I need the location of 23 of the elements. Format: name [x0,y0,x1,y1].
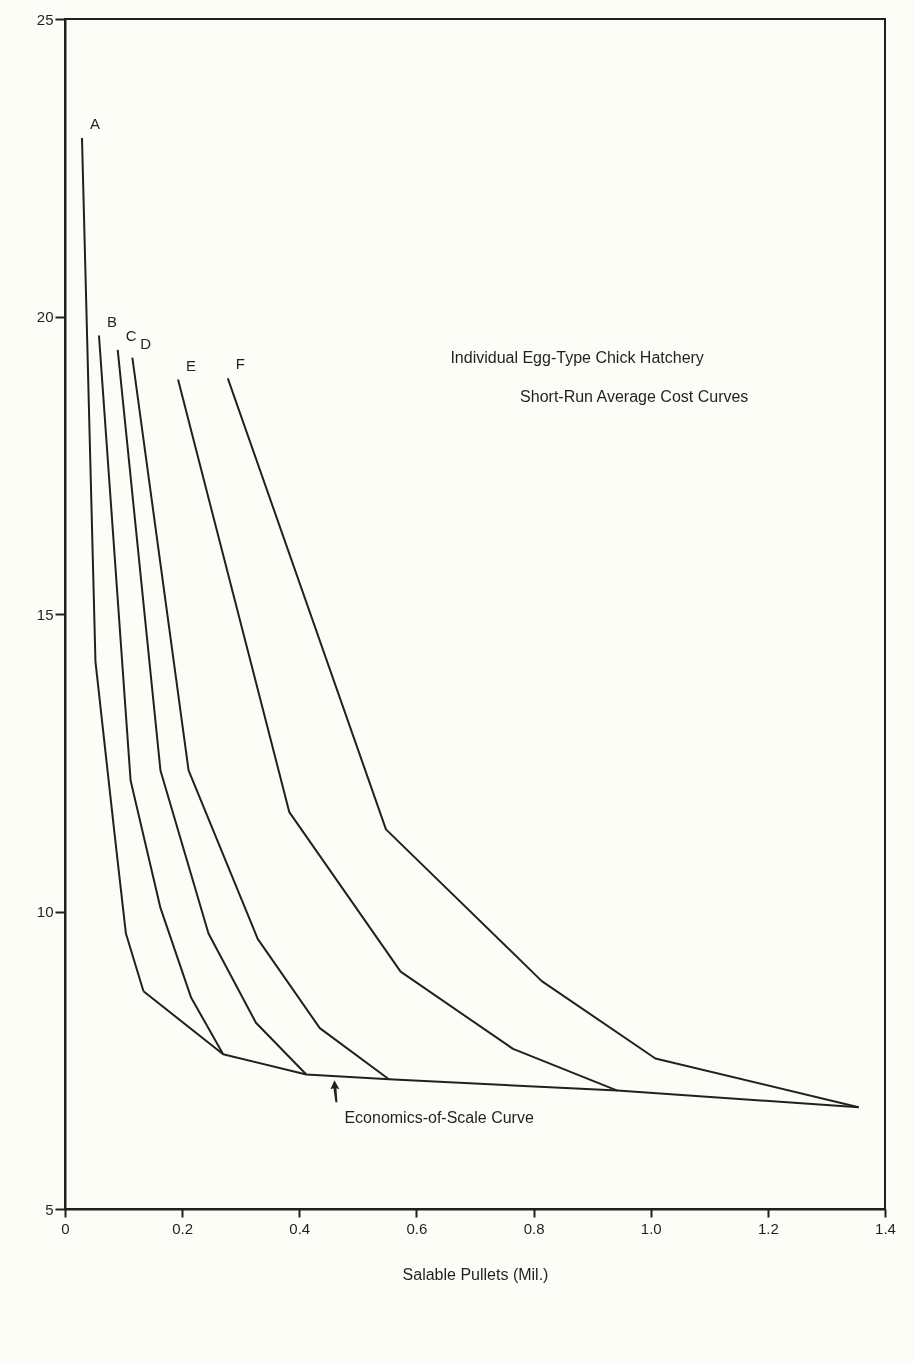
x-tick-label: 1.4 [875,1219,896,1237]
series-label: A [89,115,100,132]
x-tick-label: 0.8 [523,1219,545,1237]
y-tick-label: 15 [36,605,54,623]
annotation: Economics-of-Scale Curve [344,1109,534,1127]
series-label: F [235,355,245,373]
series-label: C [125,326,137,344]
x-tick-label: 1.2 [757,1219,779,1237]
x-tick-label: 0.2 [172,1219,194,1237]
x-axis-title: Salable Pullets (Mil.) [402,1265,549,1283]
x-tick-label: 0 [61,1219,70,1237]
x-tick-label: 0.6 [406,1219,428,1237]
series-label: E [186,356,197,374]
y-tick-label: 5 [45,1200,54,1218]
series-label: D [140,334,152,352]
text: Short-Run Average Cost Curves [520,388,749,406]
series-label: B [106,312,117,330]
x-tick-label: 1.0 [640,1219,662,1237]
x-tick-label: 0.4 [289,1219,311,1237]
y-tick-label: 10 [36,903,54,920]
y-tick-label: 25 [36,10,54,28]
y-tick-label: 20 [36,308,54,325]
text: Individual Egg-Type Chick Hatchery [450,349,704,367]
